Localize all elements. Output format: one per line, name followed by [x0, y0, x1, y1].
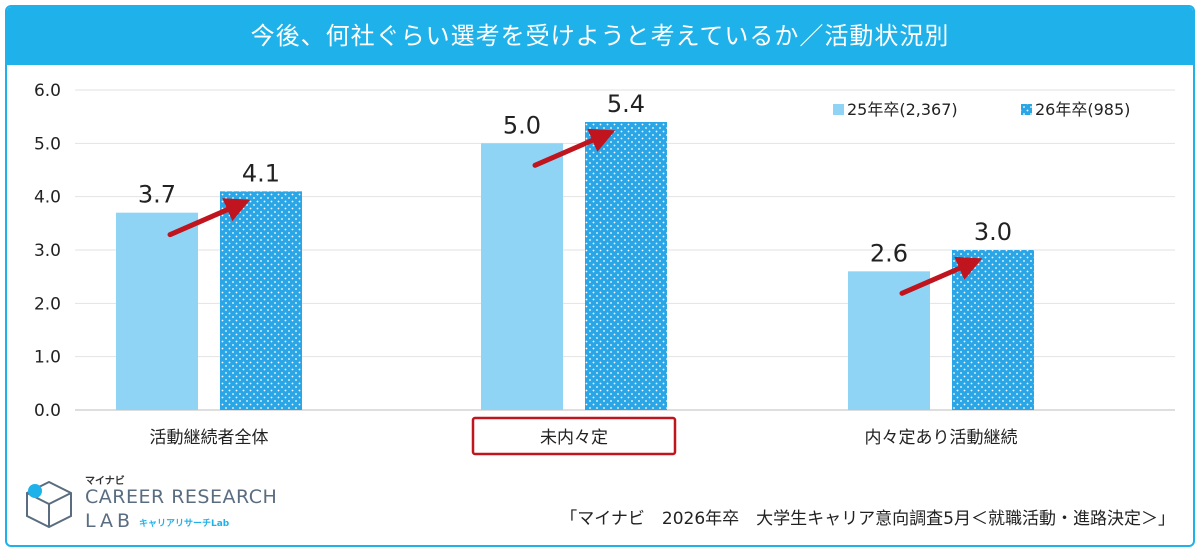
y-tick-label: 4.0: [34, 188, 61, 208]
bar-25-1: [481, 143, 563, 411]
data-label: 3.7: [138, 181, 176, 209]
y-tick-label: 2.0: [34, 294, 61, 314]
trend-arrow: [167, 198, 251, 238]
data-label: 3.0: [974, 218, 1012, 246]
data-label: 5.0: [503, 111, 541, 139]
category-label: 内々定あり活動継続: [865, 428, 1018, 448]
y-tick-label: 0.0: [34, 401, 61, 421]
logo-brand-main: CAREER RESEARCH: [85, 486, 278, 508]
legend-label-2: 26年卒(985): [1035, 100, 1130, 119]
logo-brand-jp: マイナビ: [85, 476, 125, 487]
y-tick-label: 5.0: [34, 134, 61, 154]
bar-25-2: [848, 271, 930, 410]
chart-title: 今後、何社ぐらい選考を受けようと考えているか／活動状況別: [7, 7, 1193, 65]
bar-25-0: [116, 212, 198, 410]
trend-arrow: [532, 128, 616, 168]
chart-frame: 今後、何社ぐらい選考を受けようと考えているか／活動状況別 0.0 1.0 2.0 3.…: [5, 5, 1195, 547]
data-label: 2.6: [870, 239, 908, 267]
category-label: 活動継続者全体: [150, 428, 269, 448]
trend-arrow: [899, 256, 983, 296]
legend-label-1: 25年卒(2,367): [847, 100, 958, 119]
y-tick-label: 6.0: [34, 81, 61, 101]
logo-brand-lab: LAB: [85, 510, 135, 532]
source-note: 「マイナビ 2026年卒 大学生キャリア意向調査5月＜就職活動・進路決定＞」: [560, 509, 1175, 529]
bar-chart: 0.0 1.0 2.0 3.0 4.0 5.0 6.0 3.7 4.1 活動継続者全体 5.0 5.4…: [34, 81, 1175, 456]
data-label: 5.4: [607, 90, 645, 118]
career-research-lab-logo: マイナビ CAREER RESEARCH LAB キャリアリサーチLab: [21, 472, 291, 532]
logo-cube-icon: [26, 480, 72, 528]
logo-brand-sub: キャリアリサーチLab: [139, 519, 230, 529]
data-label: 4.1: [242, 159, 280, 187]
bar-26-2: [952, 250, 1034, 410]
category-label: 未内々定: [540, 428, 608, 448]
legend-swatch-1: [833, 104, 844, 115]
bar-26-0: [220, 191, 302, 410]
highlight-box: [471, 416, 677, 456]
y-tick-label: 3.0: [34, 241, 61, 261]
bar-26-1: [585, 122, 667, 410]
legend-swatch-2: [1021, 104, 1032, 115]
y-tick-label: 1.0: [34, 348, 61, 368]
